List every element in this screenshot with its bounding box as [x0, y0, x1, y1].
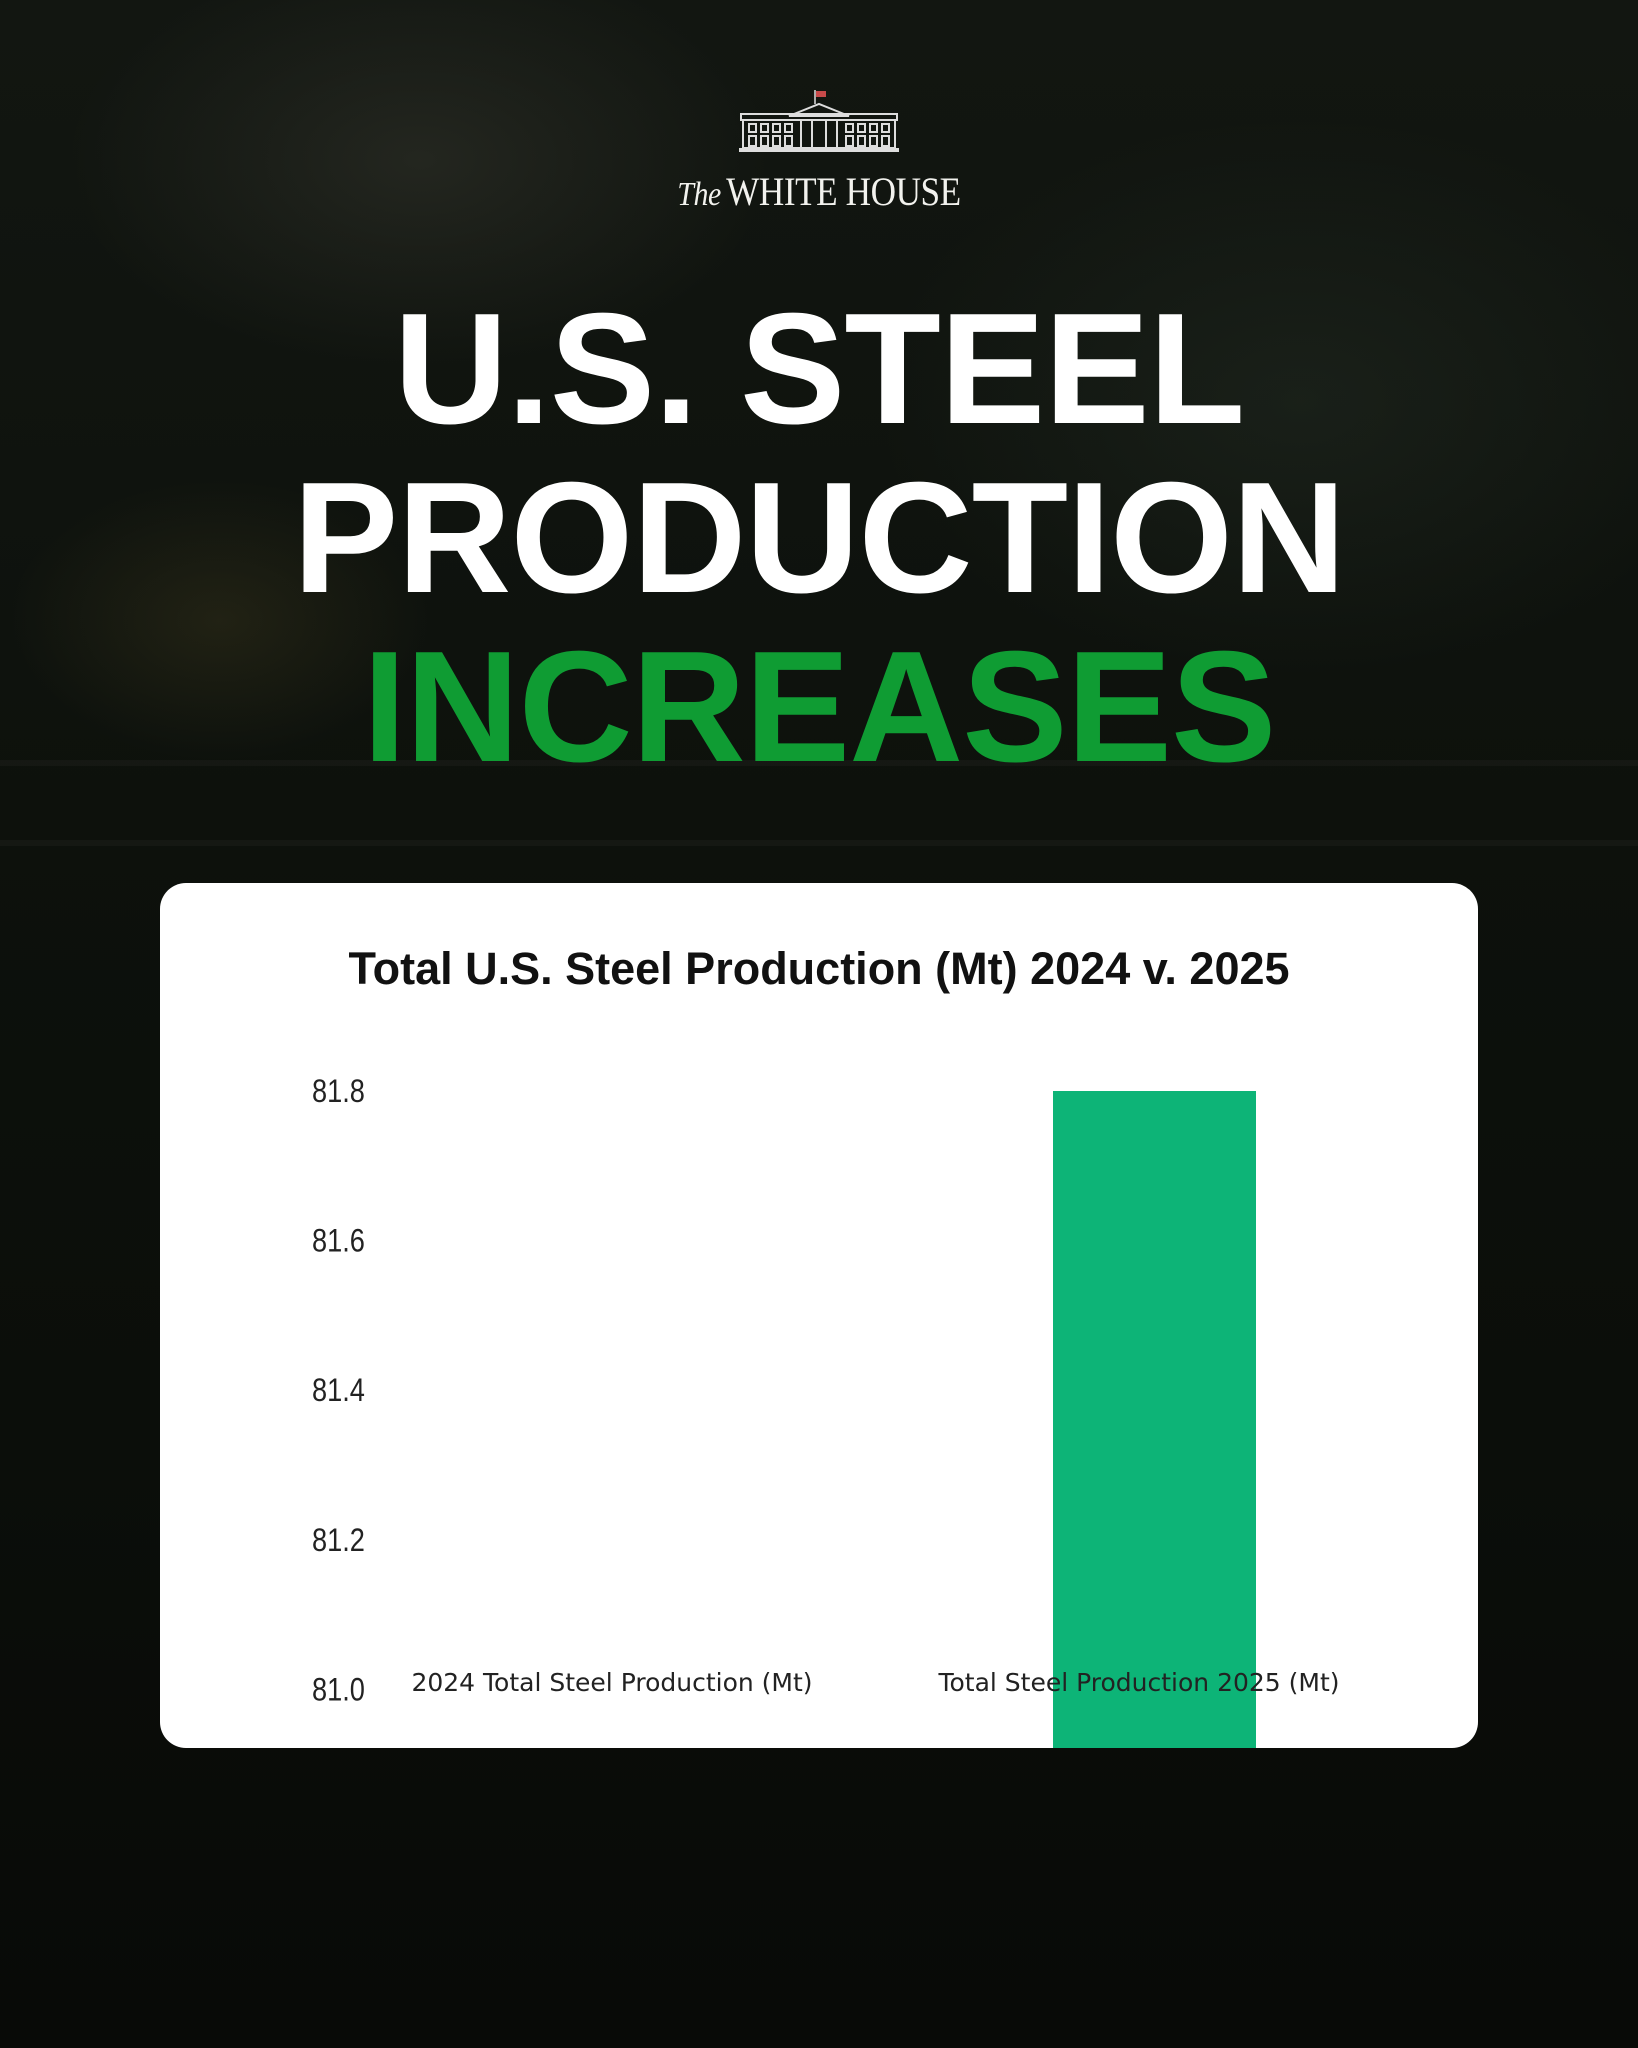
headline-line-2: PRODUCTION: [292, 450, 1346, 626]
background-decoration: [0, 760, 1638, 766]
headline-line-3: INCREASES: [362, 619, 1277, 795]
logo-the: The: [677, 176, 721, 213]
category-label: 2024 Total Steel Production (Mt): [411, 1668, 812, 1697]
background-decoration: [0, 840, 1638, 846]
y-tick-label: 81.8: [312, 1074, 365, 1110]
y-tick-label: 81.2: [312, 1523, 365, 1559]
y-tick-label: 81.0: [312, 1672, 365, 1708]
y-tick-label: 81.6: [312, 1224, 365, 1260]
headline-line-1: U.S. STEEL: [393, 281, 1245, 457]
chart-title: Total U.S. Steel Production (Mt) 2024 v.…: [348, 943, 1290, 994]
white-house-logo: The WHITE HOUSE: [0, 88, 1638, 215]
y-tick-label: 81.4: [312, 1373, 365, 1409]
white-house-building-icon: [739, 90, 899, 152]
bar-2025: [1053, 1091, 1256, 1748]
headline: U.S. STEEL PRODUCTION INCREASES: [0, 285, 1638, 792]
logo-name: WHITE HOUSE: [726, 169, 961, 214]
chart-card: Total U.S. Steel Production (Mt) 2024 v.…: [160, 883, 1478, 1748]
white-house-wordmark: The WHITE HOUSE: [98, 168, 1539, 215]
category-label: Total Steel Production 2025 (Mt): [937, 1668, 1339, 1697]
